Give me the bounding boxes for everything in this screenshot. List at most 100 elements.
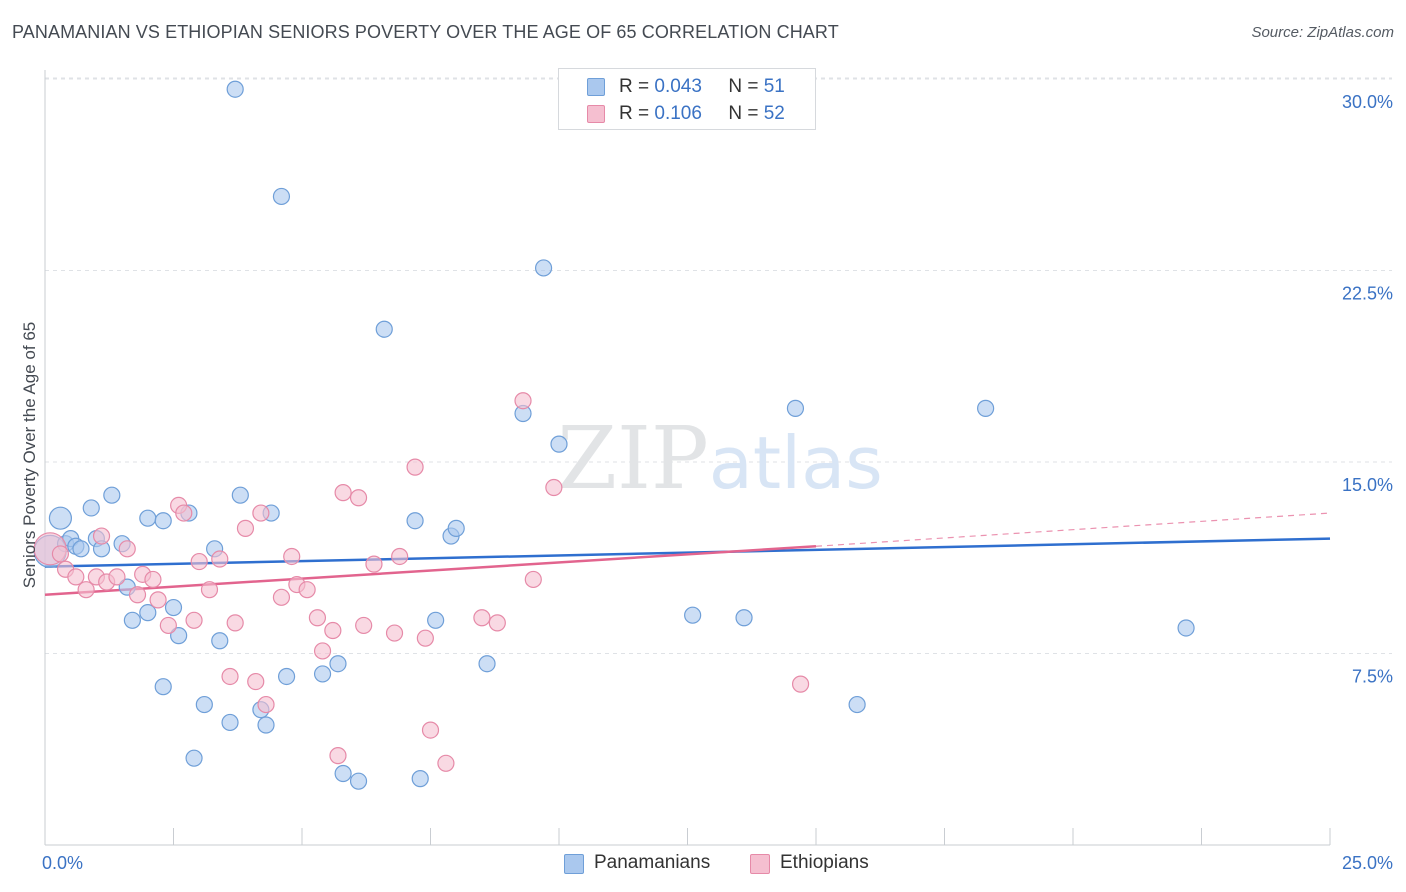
bottom-legend-swatch-pink [750, 854, 770, 874]
ethiopian-point [308, 609, 327, 627]
y-tick-label: 15.0% [1342, 475, 1393, 495]
ethiopian-point [185, 611, 203, 629]
ethiopian-point [298, 581, 316, 599]
ethiopian-point [334, 484, 352, 502]
gridlines [45, 77, 1392, 654]
ethiopian-point [226, 614, 244, 632]
axes [44, 70, 1331, 846]
panamanian-point [103, 486, 121, 504]
ethiopian-point [488, 614, 506, 632]
panamanian-point [82, 499, 100, 517]
panamanian-point [550, 435, 568, 453]
ethiopian-point [329, 747, 347, 765]
panamanian-trend-line [44, 537, 1331, 568]
panamanian-point [406, 512, 424, 530]
bottom-legend-label: Ethiopians [780, 852, 869, 873]
panamanian-point [185, 749, 203, 767]
ethiopian-point [77, 581, 95, 599]
ethiopian-point [118, 540, 136, 558]
y-tick-label: 30.0% [1342, 92, 1393, 112]
panamanian-point [1177, 619, 1195, 637]
panamanian-point [48, 506, 73, 530]
panamanian-point [272, 187, 291, 206]
panamanian-point [257, 716, 275, 734]
ethiopian-point [257, 695, 275, 714]
ethiopian-point [416, 629, 434, 647]
legend-swatch-blue [587, 78, 605, 96]
data-points [33, 80, 1195, 790]
ethiopian-point [92, 527, 111, 545]
ethiopian-point [421, 721, 440, 739]
ethiopian-point [473, 609, 491, 627]
ethiopian-point [272, 588, 291, 606]
bottom-legend-label: Panamanians [594, 852, 711, 873]
ethiopian-point [149, 591, 167, 609]
panamanian-point [735, 609, 753, 627]
ethiopian-point [524, 570, 542, 589]
ethiopian-point [247, 672, 265, 691]
ethiopian-point [313, 642, 332, 660]
y-tick-label: 22.5% [1342, 284, 1393, 304]
legend-swatch-pink [587, 105, 605, 123]
chart-title: PANAMANIAN VS ETHIOPIAN SENIORS POVERTY … [12, 22, 839, 42]
legend-n-label: N = [728, 103, 759, 124]
ethiopian-point [283, 547, 301, 566]
panamanian-point [329, 655, 347, 673]
panamanian-point [447, 519, 465, 537]
correlation-legend: R = 0.043 N = 51 R = 0.106 N = 52 [558, 68, 816, 130]
ethiopian-point [159, 616, 177, 635]
x-tick-label: 25.0% [1342, 853, 1393, 873]
panamanian-point [154, 678, 172, 696]
ethiopian-point [67, 568, 85, 586]
panamanian-point [123, 611, 141, 629]
panamanian-point [349, 772, 368, 790]
legend-r-value: 0.106 [654, 103, 702, 124]
legend-n-value: 51 [763, 76, 785, 97]
panamanian-point [427, 611, 445, 629]
legend-n-value: 52 [763, 103, 785, 124]
tick-labels: 7.5% 15.0% 22.5% 30.0% 0.0% 25.0% [42, 92, 1393, 873]
legend-r-value: 0.043 [654, 76, 702, 97]
bottom-legend-swatch-blue [564, 854, 584, 874]
panamanian-point [170, 627, 188, 645]
ethiopian-trend-extension [815, 512, 1331, 547]
panamanian-point [226, 80, 244, 98]
ethiopian-point [791, 675, 810, 693]
panamanian-point [195, 695, 213, 714]
panamanian-point [478, 655, 496, 673]
panamanian-point [786, 399, 805, 417]
ethiopian-point [211, 550, 229, 568]
source-label: Source: ZipAtlas.com [1251, 24, 1394, 41]
ethiopian-point [391, 547, 409, 566]
ethiopian-point [365, 555, 383, 573]
ethiopian-point [200, 581, 219, 599]
panamanian-point [231, 486, 249, 504]
ethiopian-point [128, 586, 147, 604]
ethiopian-point [51, 545, 70, 563]
panamanian-point [411, 770, 429, 788]
panamanian-point [977, 399, 995, 417]
panamanian-point [848, 695, 866, 714]
ethiopian-point [108, 568, 126, 586]
panamanian-point [534, 259, 553, 277]
ethiopian-point [514, 392, 532, 410]
ethiopian-point [221, 667, 239, 686]
ethiopian-point [190, 552, 208, 571]
panamanian-point [211, 632, 229, 650]
x-tick-label: 0.0% [42, 853, 83, 873]
panamanian-point [375, 320, 393, 338]
panamanian-point [139, 604, 157, 622]
y-tick-label: 7.5% [1352, 667, 1393, 687]
ethiopian-trend-line [44, 545, 817, 597]
panamanian-point [334, 764, 352, 783]
watermark: ZIPatlas [557, 409, 883, 509]
ethiopian-point [545, 478, 563, 497]
ethiopian-point [406, 458, 424, 476]
panamanian-point [313, 665, 332, 683]
panamanian-point [154, 512, 172, 530]
ethiopian-point [385, 624, 404, 642]
y-axis-label: Seniors Poverty Over the Age of 65 [20, 321, 39, 589]
panamanian-point [277, 667, 296, 686]
panamanian-point [164, 598, 183, 617]
